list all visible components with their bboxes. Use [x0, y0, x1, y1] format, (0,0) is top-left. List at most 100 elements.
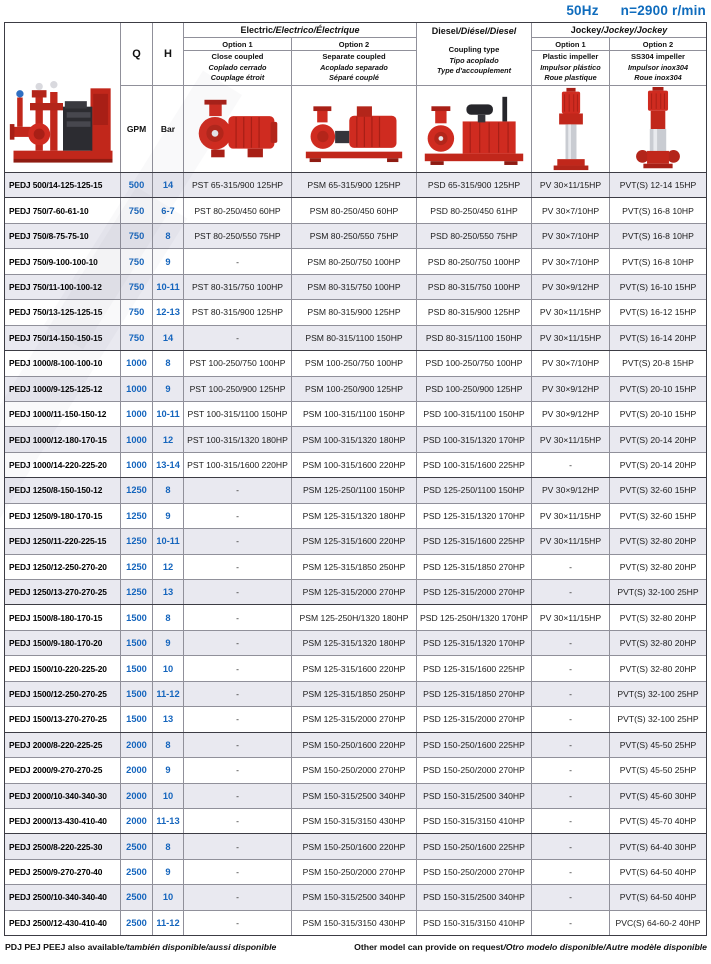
cell-electric1: -	[184, 478, 292, 503]
cell-jockey1: -	[532, 910, 610, 936]
flow-column-header: Q	[121, 23, 153, 86]
speed-spec: 50Hz n=2900 r/min	[566, 3, 706, 18]
cell-model: PEDJ 1250/9-180-170-15	[5, 503, 121, 529]
cell-model: PEDJ 750/8-75-75-10	[5, 223, 121, 249]
electric-option1-label: Option 1	[184, 38, 292, 51]
cell-jockey2: PVT(S) 20-10 15HP	[619, 409, 697, 420]
electric-title-translations: /Electrico/Électrique	[272, 25, 360, 35]
cell-jockey1: -	[532, 758, 610, 783]
electric-section-title: Electric/Electrico/Électrique	[184, 23, 417, 38]
desc-line: Separate coupled	[322, 52, 386, 62]
cell-diesel: PSD 125-315/1320 170HP	[417, 503, 532, 529]
cell-model: PEDJ 750/11-100-100-12	[5, 274, 121, 300]
cell-electric1: PST 100-250/900 125HP	[184, 376, 292, 401]
cell-diesel: PSD 100-250/900 125HP	[417, 376, 532, 401]
other-model-text: Other model can provide on request	[354, 942, 504, 952]
cell-q: 1250	[121, 580, 153, 605]
pump-spec-table: Q H Electric/Electrico/Électrique Option…	[4, 22, 707, 936]
spec-row: PEDJ 750/14-150-150-15 750 14- PSM 80-315/1…	[5, 325, 706, 352]
spec-row: PEDJ 2000/8-220-225-25 2000 8- PSM 150-250/…	[5, 732, 706, 759]
cell-jockey1: PV 30×11/15HP	[532, 427, 610, 452]
cell-electric2: PSM 150-250/2000 270HP	[292, 758, 417, 783]
cell-h: 14	[153, 325, 184, 351]
cell-q: 750	[121, 223, 153, 249]
cell-h: 8	[153, 478, 184, 503]
diesel-pump-image	[424, 96, 524, 165]
jockey-ss304-pump-image	[636, 87, 680, 169]
cell-h: 9	[153, 758, 184, 783]
cell-q: 2500	[121, 910, 153, 936]
cell-jockey2: PVT(S) 45-50 25HP	[619, 739, 697, 750]
jockey-pv-pump-image	[553, 87, 588, 171]
table-header: Q H Electric/Electrico/Électrique Option…	[5, 23, 706, 173]
jockey-title-en: Jockey	[570, 25, 602, 35]
cell-diesel: PSD 150-315/3150 410HP	[417, 808, 532, 834]
cell-diesel: PSD 125-315/1600 225HP	[417, 529, 532, 554]
cell-electric2: PSM 125-250/1100 150HP	[292, 478, 417, 503]
cell-diesel: PSD 125-315/1850 270HP	[417, 554, 532, 579]
cell-diesel: PSD 80-315/750 100HP	[417, 274, 532, 300]
cell-electric1: -	[184, 910, 292, 936]
cell-jockey2: PVT(S) 20-14 20HP	[619, 460, 697, 471]
cell-q: 750	[121, 249, 153, 274]
desc-line: SS304 impeller	[630, 52, 686, 62]
cell-electric1: PST 100-315/1320 180HP	[184, 427, 292, 452]
spec-row: PEDJ 2500/8-220-225-30 2500 8- PSM 150-250/…	[5, 834, 706, 860]
cell-h: 11-12	[153, 910, 184, 936]
cell-q: 1500	[121, 630, 153, 656]
also-available-text: PDJ PEJ PEEJ also available	[5, 942, 125, 952]
cell-diesel: PSD 125-315/1600 225HP	[417, 656, 532, 681]
cell-electric2: PSM 125-315/2000 270HP	[292, 707, 417, 732]
cell-electric2: PSM 125-315/2000 270HP	[292, 580, 417, 605]
spec-row: PEDJ 750/13-125-125-15 750 12-13 PST 80-315…	[5, 300, 706, 326]
cell-model: PEDJ 2500/9-270-270-40	[5, 859, 121, 885]
cell-h: 12	[153, 554, 184, 579]
head-unit-label: Bar	[153, 86, 184, 172]
head-column-header: H	[153, 23, 184, 86]
cell-electric2: PSM 150-315/3150 430HP	[292, 808, 417, 834]
cell-jockey1: PV 30×11/15HP	[532, 529, 610, 554]
cell-electric2: PSM 150-315/2500 340HP	[292, 885, 417, 910]
spec-row: PEDJ 1000/11-150-150-12 1000 10-11 PST 100-…	[5, 401, 706, 428]
desc-line: Acoplado separado	[320, 63, 388, 73]
cell-model: PEDJ 1000/8-100-100-10	[5, 351, 121, 376]
vertical-jockey-pump-photo	[532, 86, 610, 172]
cell-q: 1250	[121, 554, 153, 579]
cell-model: PEDJ 1250/13-270-270-25	[5, 580, 121, 605]
cell-h: 12	[153, 427, 184, 452]
cell-electric1: -	[184, 656, 292, 681]
ss304-jockey-pump-photo	[610, 86, 706, 172]
cell-jockey1: PV 30×7/10HP	[532, 249, 610, 274]
cell-diesel: PSD 150-315/2500 340HP	[417, 885, 532, 910]
cell-jockey2: PVC(S) 64-60-2 40HP	[615, 917, 701, 928]
cell-jockey2: PVT(S) 64-50 40HP	[619, 892, 697, 903]
cell-diesel: PSD 80-250/750 100HP	[417, 249, 532, 274]
cell-jockey1: PV 30×11/15HP	[532, 325, 610, 351]
desc-line: Coupling type	[448, 45, 500, 54]
spec-row: PEDJ 750/9-100-100-10 750 9- PSM 80-250/750…	[5, 249, 706, 275]
cell-electric2: PSM 125-250H/1320 180HP	[292, 605, 417, 630]
cell-electric2: PSM 150-250/1600 220HP	[292, 834, 417, 859]
cell-electric1: -	[184, 503, 292, 529]
jockey-title-translations: /Jockey/Jockey	[601, 25, 668, 35]
cell-q: 1000	[121, 452, 153, 478]
spec-row: PEDJ 2000/10-340-340-30 2000 10- PSM 150-31…	[5, 783, 706, 809]
cell-h: 13-14	[153, 452, 184, 478]
diesel-title-translations: /Diésel/Diesel	[458, 25, 517, 36]
spec-row: PEDJ 1000/9-125-125-12 1000 9 PST 100-250/9…	[5, 376, 706, 402]
electric-title-en: Electric	[240, 25, 273, 35]
cell-jockey2: PVT(S) 12-14 15HP	[619, 180, 697, 191]
cell-q: 1000	[121, 351, 153, 376]
spec-row: PEDJ 1500/12-250-270-25 1500 11-12- PSM 125…	[5, 681, 706, 708]
cell-h: 9	[153, 859, 184, 885]
frequency-label: 50Hz	[566, 3, 599, 18]
cell-q: 1250	[121, 478, 153, 503]
cell-electric1: -	[184, 580, 292, 605]
cell-q: 2000	[121, 783, 153, 808]
cell-diesel: PSD 150-250/1600 225HP	[417, 732, 532, 758]
cell-diesel: PSD 100-315/1600 225HP	[417, 452, 532, 478]
cell-electric1: -	[184, 707, 292, 732]
cell-diesel: PSD 150-315/3150 410HP	[417, 910, 532, 936]
cell-electric1: -	[184, 808, 292, 834]
cell-model: PEDJ 2500/12-430-410-40	[5, 910, 121, 936]
